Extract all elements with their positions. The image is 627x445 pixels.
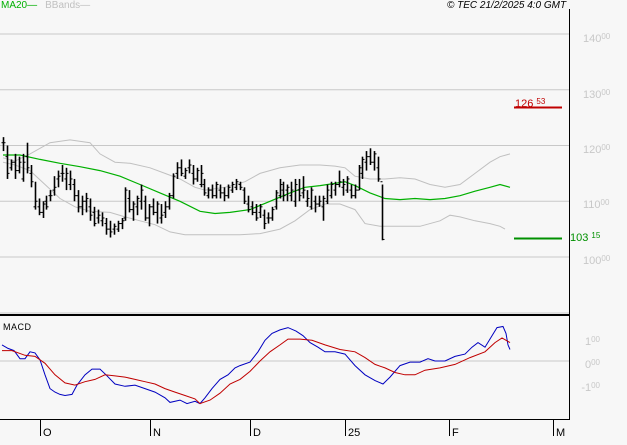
support-int: 103 <box>570 232 589 244</box>
price-bars <box>1 137 385 241</box>
price-tick-label: 13000 <box>583 88 611 101</box>
support-label: 103 15 <box>570 231 601 244</box>
legend: MA20— BBands— <box>1 0 90 12</box>
macd-tick-label: 100 <box>584 335 600 348</box>
resistance-dec: 53 <box>536 97 546 106</box>
time-tick-label: F <box>452 427 459 439</box>
legend-bbands: BBands— <box>45 0 91 11</box>
time-tick-label: M <box>556 427 566 439</box>
bb-upper-line <box>2 139 511 191</box>
macd-series-signal <box>2 337 511 405</box>
price-tick-label: 11000 <box>583 198 610 211</box>
support-dec: 15 <box>591 231 601 240</box>
chart-frame <box>0 9 570 436</box>
macd-tick-label: 000 <box>584 358 600 371</box>
time-tick-label: D <box>253 427 261 439</box>
resistance-int: 126 <box>515 98 534 110</box>
level-markers <box>514 106 562 240</box>
resistance-label: 126 53 <box>515 97 546 110</box>
macd-lines <box>1 325 511 405</box>
price-gridlines <box>0 33 569 362</box>
copyright-timestamp: © TEC 21/2/2025 4:0 GMT <box>447 0 567 11</box>
time-tick-label: O <box>43 427 52 439</box>
macd-series-macd <box>1 325 511 405</box>
price-tick-label: 12000 <box>583 143 611 156</box>
legend-ma20-label: MA20 <box>1 0 28 11</box>
price-tick-label: 10000 <box>583 254 611 267</box>
legend-bbands-label: BBands <box>45 0 81 11</box>
macd-tick-label: -100 <box>581 381 600 394</box>
price-tick-label: 14000 <box>583 32 611 45</box>
time-tick-label: 25 <box>348 427 361 439</box>
macd-title: MACD <box>3 322 32 332</box>
time-tick-label: N <box>153 427 161 439</box>
legend-ma20: MA20— <box>1 0 38 11</box>
